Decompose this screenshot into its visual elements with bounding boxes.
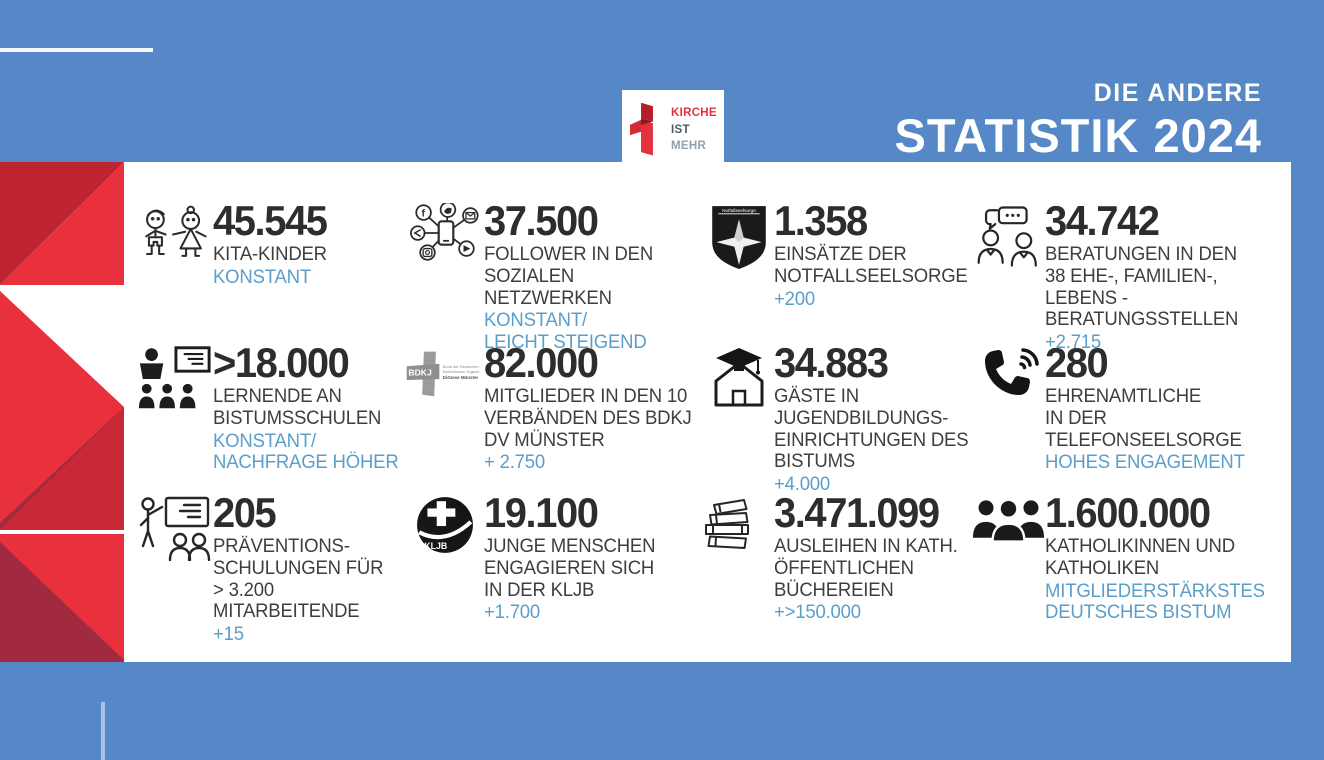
- people-group-icon: [972, 498, 1045, 543]
- top-accent-line: [0, 48, 153, 52]
- stat-value: 1.358: [774, 197, 868, 244]
- stat-value: 3.471.099: [774, 489, 940, 536]
- stat-notfallseelsorge: Notfallseelsorge 1.358 EINSÄTZE DER NOTF…: [704, 200, 1024, 310]
- bdkj-subline-2: Katholischen Jugend: [443, 369, 480, 374]
- left-triangles-decoration: [0, 162, 124, 662]
- notfallseelsorge-shield-icon: Notfallseelsorge: [712, 206, 766, 269]
- counseling-chat-icon: [977, 206, 1037, 267]
- logo-word-kirche: KIRCHE: [671, 106, 717, 119]
- stat-note: HOHES ENGAGEMENT: [1045, 451, 1245, 474]
- bdkj-logo-icon: BDKJ Bund der Deutschen Katholischen Jug…: [406, 351, 480, 397]
- stat-label: JUNGE MENSCHEN ENGAGIEREN SICH IN DER KL…: [484, 535, 656, 601]
- stat-note: KONSTANT/ LEICHT STEIGEND: [484, 309, 647, 354]
- prevention-training-icon: [139, 496, 211, 561]
- stat-value: 82.000: [484, 339, 599, 386]
- logo-wordmark: KIRCHE IST MEHR: [671, 105, 717, 155]
- telephone-icon: [985, 348, 1039, 395]
- books-stack-icon: [704, 499, 749, 549]
- shield-caption: Notfallseelsorge: [722, 208, 756, 214]
- bdkj-subline-1: Bund der Deutschen: [443, 364, 479, 369]
- kita-kids-icon: [145, 205, 207, 257]
- stat-note: +15: [213, 623, 244, 646]
- stat-label: AUSLEIHEN IN KATH. ÖFFENTLICHEN BÜCHEREI…: [774, 535, 958, 601]
- facebook-glyph: f: [422, 208, 426, 219]
- stat-katholiken: 1.600.000 KATHOLIKINNEN UND KATHOLIKEN M…: [972, 492, 1295, 624]
- header-title: DIE ANDERE STATISTIK 2024: [894, 79, 1262, 162]
- header-line2: STATISTIK 2024: [894, 108, 1262, 162]
- social-networks-icon: f: [410, 203, 479, 261]
- stat-note: KONSTANT: [213, 265, 311, 288]
- stat-note: +200: [774, 287, 815, 310]
- stat-value: 280: [1045, 339, 1109, 386]
- stat-kljb: KLJB 19.100 JUNGE MENSCHEN ENGAGIEREN SI…: [405, 492, 734, 624]
- stat-value: 34.742: [1045, 197, 1160, 244]
- stat-kita-kinder: 45.545 KITA-KINDER KONSTANT: [135, 200, 463, 289]
- bdkj-wordmark: BDKJ: [408, 368, 432, 378]
- bottom-accent-line: [101, 702, 105, 760]
- stat-label: KATHOLIKINNEN UND KATHOLIKEN: [1045, 535, 1235, 579]
- bdkj-subline-3: Diözese Münster: [443, 375, 479, 380]
- stat-beratungen: 34.742 BERATUNGEN IN DEN 38 EHE-, FAMILI…: [975, 200, 1295, 354]
- stat-note: +4.000: [774, 473, 831, 496]
- red-cross-icon: [630, 102, 653, 156]
- logo-word-ist: IST: [671, 123, 690, 136]
- stat-label: PRÄVENTIONS- SCHULUNGEN FÜR > 3.200 MITA…: [213, 535, 384, 623]
- stat-telefonseelsorge: 280 EHRENAMTLICHE IN DER TELEFONSEELSORG…: [975, 342, 1295, 474]
- stat-label: EINSÄTZE DER NOTFALLSEELSORGE: [774, 243, 968, 287]
- kljb-logo-icon: KLJB: [416, 497, 473, 553]
- stat-buechereien: 3.471.099 AUSLEIHEN IN KATH. ÖFFENTLICHE…: [695, 492, 1024, 624]
- stat-note: +1.700: [484, 601, 541, 624]
- stat-lernende: >18.000 LERNENDE AN BISTUMSSCHULEN KONST…: [135, 342, 463, 474]
- stat-label: MITGLIEDER IN DEN 10 VERBÄNDEN DES BDKJ …: [484, 385, 692, 451]
- stat-label: EHRENAMTLICHE IN DER TELEFONSEELSORGE: [1045, 385, 1242, 451]
- logo-word-mehr: MEHR: [671, 140, 707, 153]
- youth-education-house-icon: [714, 348, 764, 407]
- stat-note: KONSTANT/ NACHFRAGE HÖHER: [213, 429, 399, 474]
- stat-value: 37.500: [484, 197, 599, 244]
- stat-value: >18.000: [213, 339, 350, 386]
- content-card: [124, 162, 1291, 662]
- stat-label: BERATUNGEN IN DEN 38 EHE-, FAMILIEN-, LE…: [1045, 243, 1239, 331]
- stat-value: 34.883: [774, 339, 889, 386]
- stat-jugendbildung: 34.883 GÄSTE IN JUGENDBILDUNGS- EINRICHT…: [704, 342, 1024, 496]
- stat-label: LERNENDE AN BISTUMSSCHULEN: [213, 385, 382, 429]
- lecture-icon: [138, 346, 211, 409]
- stat-value: 19.100: [484, 489, 599, 536]
- stat-value: 205: [213, 489, 277, 536]
- header-line1: DIE ANDERE: [1093, 79, 1262, 107]
- stat-bdkj: BDKJ Bund der Deutschen Katholischen Jug…: [405, 342, 734, 474]
- stat-note: +>150.000: [774, 601, 861, 624]
- stat-note: + 2.750: [484, 451, 545, 474]
- kirche-ist-mehr-logo: KIRCHE IST MEHR: [622, 90, 724, 170]
- stat-value: 1.600.000: [1045, 489, 1211, 536]
- stat-label: FOLLOWER IN DEN SOZIALEN NETZWERKEN: [484, 243, 654, 309]
- stat-note: +2.715: [1045, 331, 1102, 354]
- stat-value: 45.545: [213, 197, 328, 244]
- stat-praevention: 205 PRÄVENTIONS- SCHULUNGEN FÜR > 3.200 …: [135, 492, 463, 646]
- kljb-wordmark: KLJB: [424, 541, 447, 551]
- stat-label: GÄSTE IN JUGENDBILDUNGS- EINRICHTUNGEN D…: [774, 385, 969, 473]
- stat-label: KITA-KINDER: [213, 243, 327, 265]
- stat-note: MITGLIEDERSTÄRKSTES DEUTSCHES BISTUM: [1045, 579, 1265, 624]
- stat-follower: f 37.500 FOLLOWER IN DEN SOZIALEN NETZWE…: [408, 200, 734, 354]
